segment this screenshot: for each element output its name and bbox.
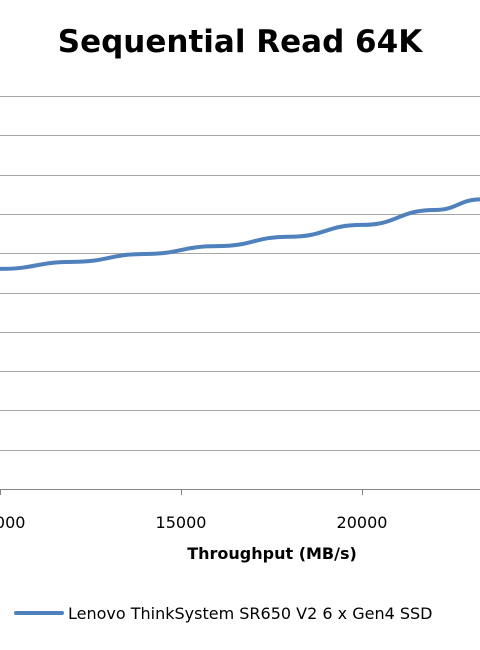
x-tick-label: 20000 xyxy=(337,513,388,532)
series-line-1 xyxy=(0,197,480,271)
x-axis-title: Throughput (MB/s) xyxy=(187,544,357,563)
legend-swatch-series-1 xyxy=(14,611,64,615)
legend: Lenovo ThinkSystem SR650 V2 6 x Gen4 SSD xyxy=(14,600,432,626)
x-tick-label: 15000 xyxy=(156,513,207,532)
chart-title: Sequential Read 64K xyxy=(57,24,423,60)
x-tick-label: 10000 xyxy=(0,513,25,532)
legend-label-series-1: Lenovo ThinkSystem SR650 V2 6 x Gen4 SSD xyxy=(68,603,433,623)
